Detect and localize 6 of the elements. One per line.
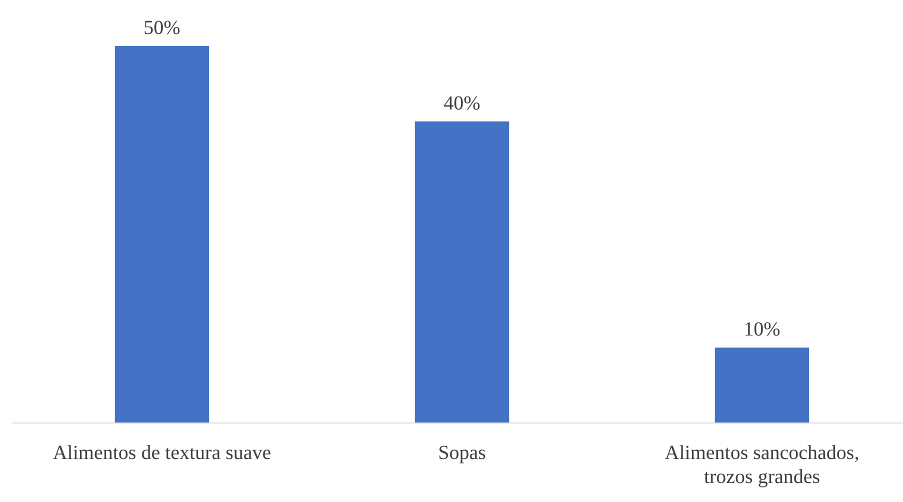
data-label: 40% [444, 92, 480, 114]
x-tick-label: Sopas [438, 442, 486, 464]
data-label: 10% [744, 318, 780, 341]
x-tick-label: Alimentos de textura suave [52, 442, 272, 464]
data-label: 50% [144, 17, 180, 39]
x-tick-label: Alimentos sancochados, trozos grandes [664, 442, 860, 488]
